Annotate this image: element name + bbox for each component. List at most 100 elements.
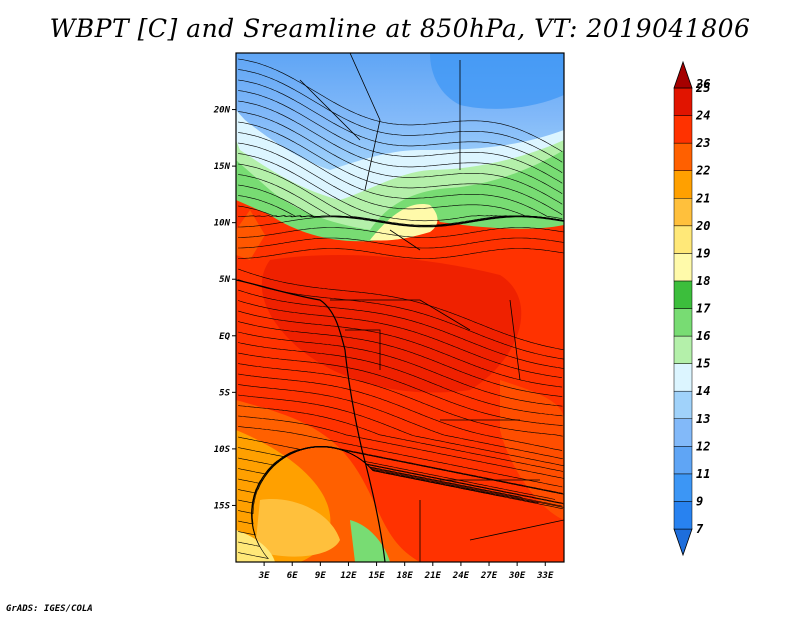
colorbar-segment	[673, 501, 693, 530]
streamline	[237, 279, 564, 360]
grads-credit: GrADS: IGES/COLA	[6, 604, 93, 614]
colorbar-segment	[673, 363, 693, 392]
streamline	[237, 100, 563, 194]
streamline	[237, 69, 563, 163]
colorbar-label: 25	[695, 81, 710, 95]
lon-tick-label: 15E	[368, 571, 385, 581]
streamline	[237, 446, 499, 559]
colorbar-segment	[673, 280, 693, 309]
streamline	[237, 300, 562, 378]
streamline	[237, 121, 563, 215]
lon-tick-label: 9E	[315, 571, 326, 581]
longitude-axis: 3E 6E 9E 12E 15E 18E 21E 24E 27E 30E 33E	[258, 562, 554, 581]
colorbar-bottom-arrow	[673, 528, 693, 557]
colorbar-label: 7	[696, 522, 704, 536]
lat-tick-label: 15S	[214, 501, 231, 511]
colorbar-segment	[673, 170, 693, 199]
lon-tick-label: 24E	[452, 571, 470, 581]
lat-tick-label: 20N	[213, 106, 231, 116]
streamline	[237, 394, 564, 466]
streamline	[237, 90, 563, 184]
colorbar-segment	[673, 446, 693, 475]
colorbar-segment	[673, 253, 693, 282]
streamline	[237, 111, 563, 205]
se-orange-region	[500, 380, 564, 520]
lon-tick-label: 18E	[397, 571, 414, 581]
streamline	[237, 342, 563, 417]
lon-tick-label: 6E	[287, 571, 298, 581]
colorbar-segment	[673, 115, 693, 144]
colorbar-segment	[673, 142, 693, 171]
front-yellow-region	[370, 204, 438, 241]
streamline	[237, 384, 563, 459]
lat-tick-label: 5S	[219, 388, 230, 398]
colorbar-label: 12	[696, 439, 710, 453]
streamline	[237, 163, 563, 226]
colorbar-label: 26	[695, 77, 710, 91]
map-frame	[235, 52, 565, 563]
lat-tick-label: 10S	[214, 445, 231, 455]
streamline	[238, 237, 564, 249]
streamline	[237, 373, 563, 451]
streamline	[237, 426, 563, 488]
streamline	[237, 352, 563, 426]
colorbar-label: 14	[696, 384, 710, 398]
streamline	[237, 331, 563, 407]
streamline	[237, 310, 563, 388]
sw-gold-region	[255, 499, 340, 557]
streamline	[238, 216, 564, 228]
streamline	[237, 289, 564, 369]
lon-tick-label: 33E	[536, 571, 554, 581]
colorbar-label: 19	[696, 246, 710, 260]
streamline	[237, 446, 556, 525]
streamline	[237, 405, 563, 472]
lon-tick-label: 27E	[480, 571, 498, 581]
coastline	[236, 279, 386, 562]
streamline	[237, 446, 563, 514]
colorbar-label: 24	[695, 109, 710, 123]
streamline	[237, 132, 563, 219]
wbpt-field	[236, 53, 564, 562]
borders-and-coastlines	[236, 53, 564, 562]
colorbar-label: 15	[696, 357, 710, 371]
lon-tick-label: 12E	[340, 571, 357, 581]
map-title: WBPT [C] and Sreamline at 850hPa, VT: 20…	[49, 14, 751, 43]
streamline	[237, 415, 564, 479]
streamline	[237, 79, 563, 173]
colorbar-segment	[673, 335, 693, 364]
colorbar-label: 21	[695, 191, 710, 205]
colorbar-label: 22	[695, 164, 710, 178]
colorbar-label: 11	[696, 467, 710, 481]
streamline	[237, 58, 563, 152]
lat-tick-label: 15N	[214, 162, 231, 172]
latitude-axis: 20N 15N 10N 5N EQ 5S 10S 15S	[213, 106, 236, 511]
colorbar-segment	[673, 418, 693, 447]
streamline	[237, 268, 564, 350]
streamline	[237, 321, 563, 397]
streamline	[238, 248, 564, 259]
sw-green-region	[350, 520, 390, 562]
colorbar-segment	[673, 87, 693, 116]
colorbar-segment	[673, 390, 693, 419]
lon-tick-label: 3E	[258, 571, 270, 581]
colorbar-label: 9	[696, 494, 703, 508]
country-borders	[299, 53, 564, 562]
colorbar-label: 16	[696, 329, 710, 343]
deep-blue-region	[430, 53, 564, 109]
coast-orange-region	[236, 210, 265, 260]
lat-tick-label: EQ	[219, 332, 230, 342]
lon-tick-label: 30E	[508, 571, 526, 581]
streamlines	[237, 58, 564, 559]
colorbar-label: 23	[695, 136, 710, 150]
colorbar-label: 17	[696, 302, 711, 316]
lat-tick-label: 10N	[214, 219, 231, 229]
colorbar-top-arrow	[673, 60, 693, 89]
colorbar-segment	[673, 198, 693, 227]
colorbar-label: 20	[695, 219, 710, 233]
colorbar-segment	[673, 473, 693, 502]
streamline	[237, 142, 563, 221]
lon-tick-label: 21E	[424, 571, 442, 581]
colorbar-label: 13	[696, 412, 710, 426]
